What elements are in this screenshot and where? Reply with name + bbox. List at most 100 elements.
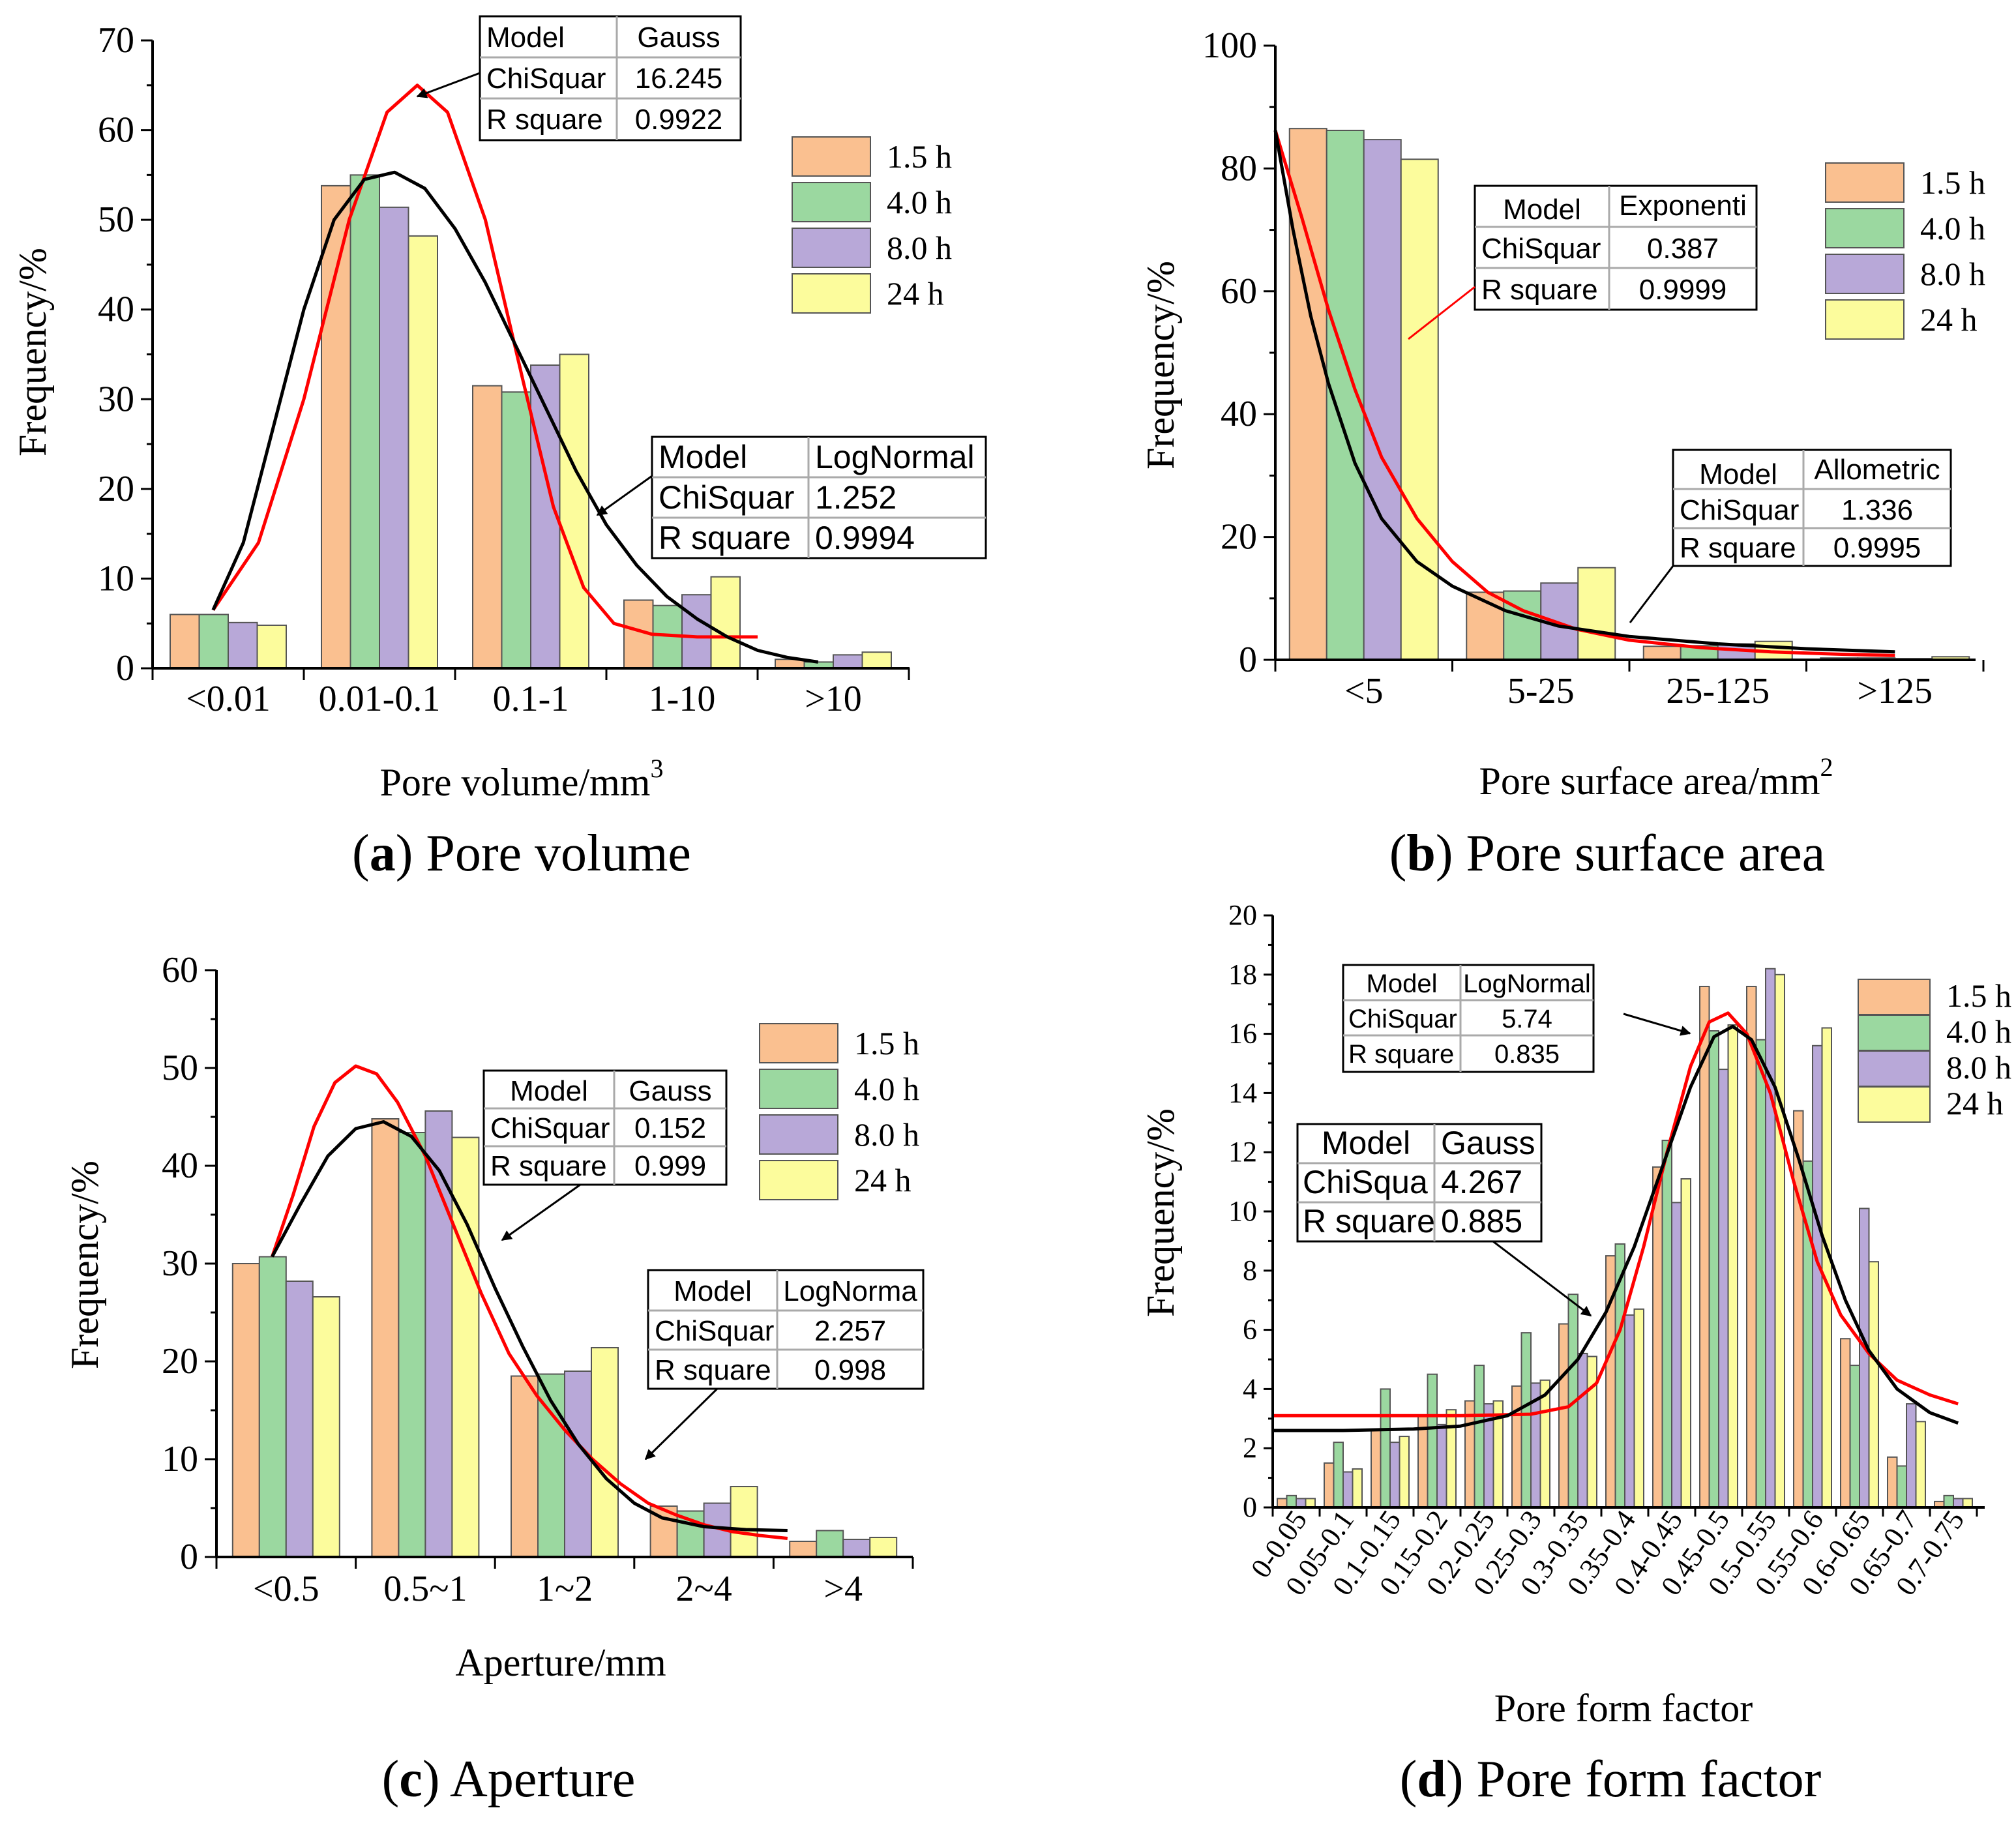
box-value-chisq: 1.252	[815, 479, 897, 516]
y-tick-label: 60	[1221, 271, 1257, 312]
legend: 1.5 h 4.0 h 8.0 h 24 h	[792, 136, 952, 314]
bar-0.15-0.2-4.0h	[1427, 1373, 1438, 1508]
box-value-chisq: 5.74	[1502, 1005, 1552, 1033]
box-label-model: Model	[1322, 1125, 1410, 1161]
fit-curve-allometric	[1273, 130, 1895, 654]
chart-panel-pore-form-factor: 024681012141618200-0.050.05-0.10.1-0.150…	[1139, 899, 2011, 1808]
box-value-model: LogNormal	[815, 439, 975, 475]
bar-0.65-0.7-8.0h	[1906, 1403, 1917, 1509]
y-tick-label: 100	[1202, 25, 1257, 66]
bar-0.05-0.1-24h	[1352, 1468, 1363, 1508]
box-value-chisq: 1.336	[1841, 494, 1913, 526]
y-tick-label: 10	[162, 1439, 198, 1479]
box-value-r2: 0.9995	[1833, 532, 1921, 564]
chart-panel-pore-surface-area: 0 20 40 60 80 100 <5 5-25 25-125 >125 Pore surfac…	[1139, 25, 1985, 882]
fit-curve-gauss	[211, 83, 758, 639]
axes: 0 20 40 60 80 100 <5 5-25 25-125 >125	[1202, 25, 1985, 711]
box-label-r2: R square	[1303, 1203, 1435, 1239]
fit-curve-lognormal	[211, 170, 819, 664]
box-label-model: Model	[1503, 194, 1581, 226]
box-value-model: LogNormal	[1463, 970, 1591, 998]
x-tick-label: 2~4	[675, 1569, 732, 1609]
bar-5-25-1.5h	[1466, 591, 1505, 661]
box-label-r2: R square	[490, 1150, 607, 1182]
bar-<0.01-4.0h	[198, 614, 229, 670]
bar-0.6-0.65-24h	[1868, 1261, 1879, 1509]
legend-swatch	[1858, 1086, 1931, 1123]
bar-<0.5-8.0h	[285, 1281, 314, 1558]
bar-0.05-0.1-1.5h	[1324, 1462, 1335, 1508]
bar-0.15-0.2-8.0h	[1436, 1423, 1447, 1508]
box-label-r2: R square	[655, 1354, 771, 1386]
legend-label: 1.5 h	[1920, 164, 1985, 201]
y-tick-label: 6	[1243, 1314, 1257, 1346]
box-value-chisq: 16.245	[635, 63, 723, 95]
fit-stat-box-gauss: Model Gauss ChiSqua 4.267 R square 0.885	[1296, 1123, 1592, 1317]
box-label-model: Model	[1699, 458, 1777, 490]
box-label-chisq: ChiSquar	[659, 479, 794, 516]
bar-<0.01-8.0h	[228, 621, 258, 669]
fit-curves	[211, 83, 819, 664]
y-axis-label: Frequency/%	[1139, 261, 1182, 469]
bar-<0.01-24h	[256, 624, 287, 669]
x-axis-label: Aperture/mm	[455, 1641, 666, 1684]
legend-swatch	[1825, 254, 1905, 294]
bar-0.25-0.3-24h	[1539, 1379, 1550, 1509]
legend-swatch	[1858, 1015, 1931, 1051]
box-label-chisq: ChiSqua	[1303, 1164, 1428, 1200]
box-label-model: Model	[486, 22, 565, 53]
y-tick-label: 18	[1228, 958, 1257, 990]
legend-label: 4.0 h	[1946, 1013, 2011, 1050]
y-tick-label: 10	[1228, 1195, 1257, 1227]
panel-caption: (c) Aperture	[382, 1751, 636, 1808]
legend-label: 4.0 h	[887, 184, 952, 220]
box-label-chisq: ChiSquar	[486, 63, 606, 95]
box-label-r2: R square	[1680, 532, 1796, 564]
legend-swatch	[1858, 979, 1931, 1015]
x-tick-label: >10	[805, 679, 862, 719]
box-label-r2: R square	[659, 520, 791, 556]
x-tick-label: <5	[1344, 671, 1384, 711]
y-tick-label: 0	[180, 1537, 198, 1577]
y-tick-label: 40	[162, 1146, 198, 1186]
x-tick-label: 0.1-1	[493, 679, 569, 719]
y-tick-label: 8	[1243, 1254, 1257, 1286]
bar-0.1-1-24h	[559, 353, 589, 669]
x-tick-label: >4	[823, 1569, 863, 1609]
bar-0-0.05-24h	[1305, 1498, 1316, 1508]
bar-<5-1.5h	[1288, 128, 1327, 661]
axes: 0 10 20 30 40 50 60 <0.5 0.5~1 1~2 2~4 >4	[162, 950, 914, 1609]
y-tick-label: 14	[1228, 1076, 1257, 1108]
x-axis-label: Pore surface area/mm2	[1479, 752, 1833, 803]
box-value-model: Allometric	[1814, 454, 1940, 486]
legend-swatch	[759, 1069, 838, 1109]
box-value-r2: 0.9994	[815, 520, 915, 556]
legend-swatch	[1825, 208, 1905, 248]
bar->10-8.0h	[833, 654, 863, 669]
bar-1~2-24h	[591, 1347, 619, 1558]
bar-0.5-0.55-24h	[1774, 973, 1785, 1509]
legend: 1.5 h 4.0 h 8.0 h 24 h	[759, 1023, 919, 1200]
box-value-model: Gauss	[629, 1075, 711, 1107]
y-axis-label: Frequency/%	[63, 1161, 106, 1369]
box-label-model: Model	[1367, 970, 1438, 998]
bar-0.6-0.65-1.5h	[1840, 1338, 1851, 1508]
legend-label: 24 h	[1946, 1085, 2004, 1121]
fit-curve-lognormal	[1273, 1011, 1959, 1417]
fit-stat-box-exponential: Model Exponenti ChiSquar 0.387 R square …	[1408, 185, 1758, 340]
box-value-chisq: 0.152	[634, 1112, 706, 1144]
box-value-chisq: 4.267	[1441, 1164, 1522, 1200]
legend-label: 8.0 h	[1920, 256, 1985, 292]
legend-label: 24 h	[1920, 301, 1978, 338]
bar-0.05-0.1-8.0h	[1342, 1471, 1354, 1509]
box-value-model: Exponenti	[1619, 190, 1747, 222]
x-axis-label: Pore form factor	[1494, 1687, 1753, 1730]
bar-1-10-8.0h	[681, 594, 712, 669]
y-axis-label: Frequency/%	[11, 248, 54, 456]
box-value-r2: 0.999	[634, 1150, 706, 1182]
y-tick-label: 20	[1228, 899, 1257, 931]
bar-2~4-8.0h	[703, 1502, 732, 1558]
legend-swatch	[759, 1160, 838, 1200]
legend-label: 8.0 h	[887, 230, 952, 266]
